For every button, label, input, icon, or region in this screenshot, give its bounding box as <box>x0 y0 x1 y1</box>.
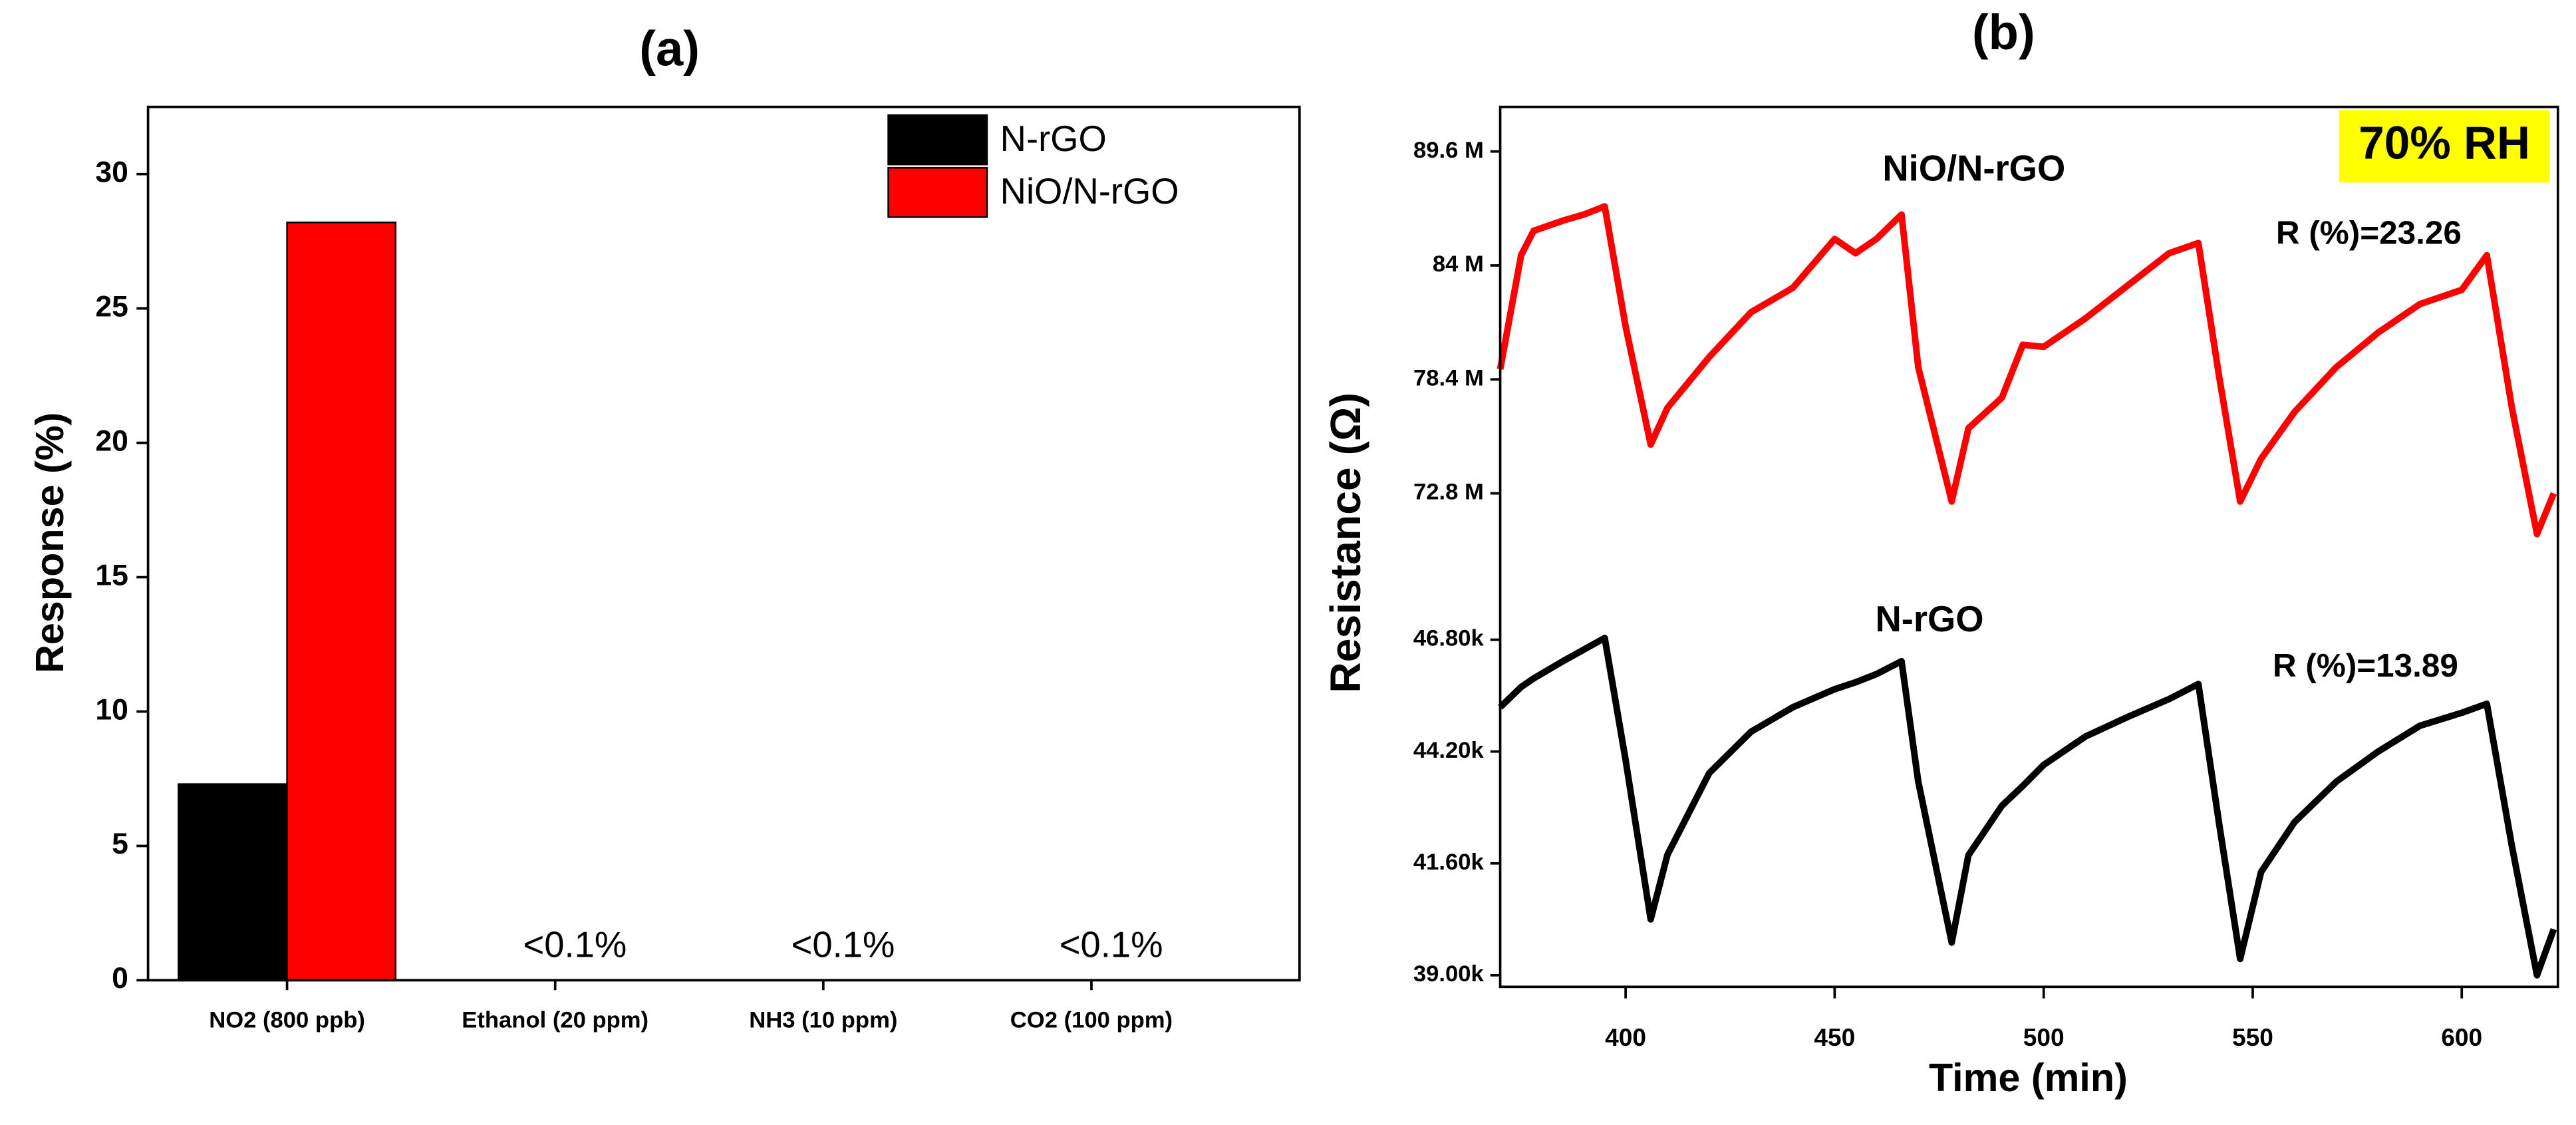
annotation: R (%)=13.89 <box>2273 647 2458 684</box>
x-axis-title: Time (min) <box>1929 1055 2128 1100</box>
annotation: N-rGO <box>1875 599 1983 639</box>
legend-label: NiO/N-rGO <box>1000 171 1179 212</box>
x-tick-label: 400 <box>1605 1023 1646 1051</box>
y-tick-label: 41.60k <box>1413 850 1485 875</box>
series-line <box>1498 635 2557 979</box>
bar <box>286 222 397 981</box>
y-tick-label: 44.20k <box>1413 738 1485 763</box>
chart-title: (b) <box>1972 5 2035 60</box>
series-line <box>1497 203 2557 538</box>
chart-title: (a) <box>639 21 700 77</box>
x-tick-label: 550 <box>2232 1023 2273 1051</box>
annotation: <0.1% <box>1060 924 1163 965</box>
x-tick-label: 600 <box>2441 1023 2482 1051</box>
y-axis-title: Response (%) <box>27 412 72 673</box>
legend-swatch <box>887 166 988 218</box>
y-axis-title: Resistance (Ω) <box>1322 393 1369 693</box>
annotation: NiO/N-rGO <box>1882 148 2065 188</box>
legend-swatch <box>887 114 988 166</box>
annotation: <0.1% <box>791 924 895 965</box>
y-tick-label: 72.8 M <box>1413 480 1484 505</box>
annotation: 70% RH <box>2359 116 2530 168</box>
y-tick-label: 25 <box>95 290 128 323</box>
annotation: <0.1% <box>523 924 627 965</box>
x-tick-label: NH3 (10 ppm) <box>749 1007 897 1033</box>
y-tick-label: 84 M <box>1433 251 1484 277</box>
y-tick-label: 30 <box>95 156 128 188</box>
x-tick-label: CO2 (100 ppm) <box>1010 1007 1173 1033</box>
y-tick-label: 10 <box>95 693 128 726</box>
y-tick-label: 5 <box>112 828 128 860</box>
x-tick-label: 450 <box>1814 1023 1855 1051</box>
plot-frame <box>1499 105 2559 989</box>
y-tick-label: 46.80k <box>1413 626 1485 651</box>
y-tick-label: 39.00k <box>1413 961 1485 987</box>
bar <box>178 783 288 981</box>
y-tick-label: 0 <box>112 962 128 995</box>
y-tick-label: 15 <box>95 559 128 591</box>
x-tick-label: Ethanol (20 ppm) <box>462 1007 648 1033</box>
y-tick-label: 89.6 M <box>1413 138 1484 163</box>
plot-frame <box>146 105 1301 982</box>
y-tick-label: 20 <box>95 424 128 457</box>
x-tick-label: 500 <box>2023 1023 2065 1051</box>
annotation: R (%)=23.26 <box>2276 215 2462 251</box>
y-tick-label: 78.4 M <box>1413 365 1484 391</box>
legend-label: N-rGO <box>1000 118 1107 159</box>
x-tick-label: NO2 (800 ppb) <box>209 1007 365 1033</box>
annotation-box <box>2339 110 2550 183</box>
